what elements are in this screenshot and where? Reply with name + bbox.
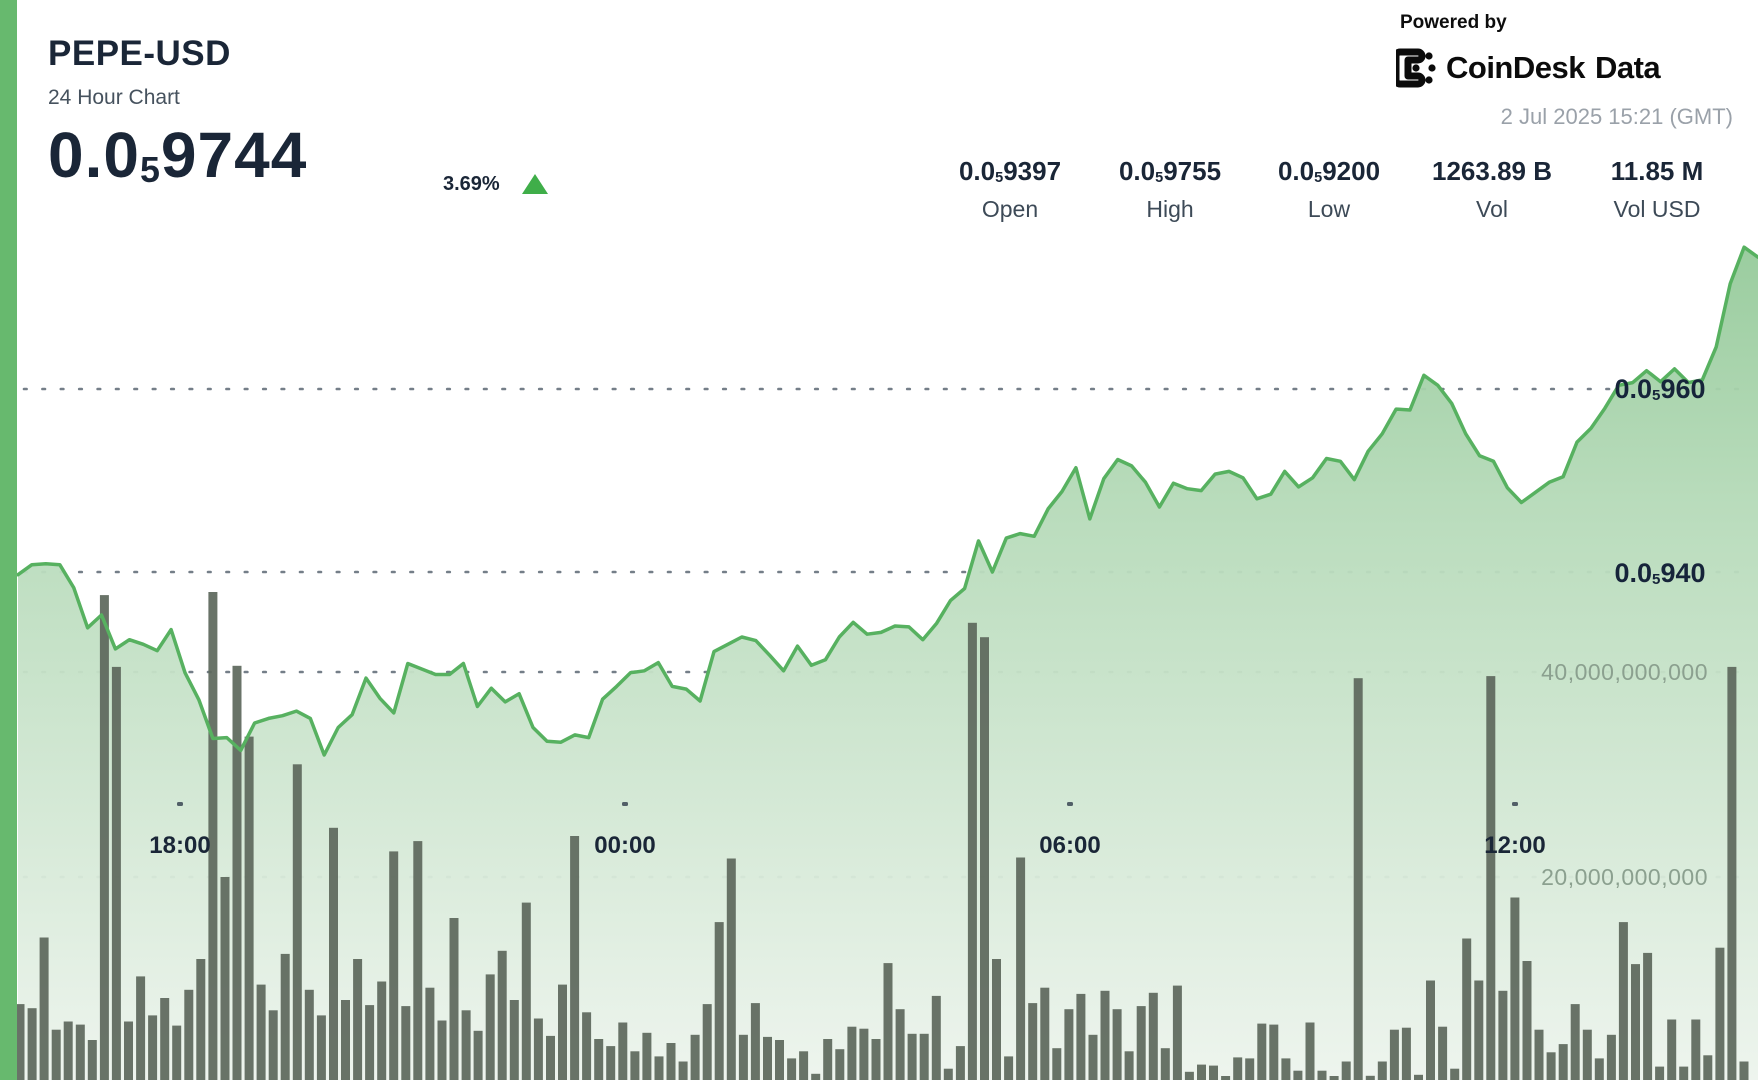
x-axis-time-label-06: 06:00 bbox=[1039, 832, 1101, 859]
current-price: 0.059744 bbox=[48, 118, 307, 192]
up-arrow-icon bbox=[522, 174, 548, 194]
stat-low: 0.059200 Low bbox=[1277, 156, 1381, 222]
x-axis-time-label-12: 12:00 bbox=[1484, 832, 1546, 859]
chart-subtitle: 24 Hour Chart bbox=[48, 86, 180, 109]
coindesk-data-logo[interactable]: CoinDesk Data bbox=[1396, 48, 1661, 88]
x-axis-time-label-18: 18:00 bbox=[149, 832, 211, 859]
powered-by-label: Powered by bbox=[1400, 12, 1507, 33]
y-axis-price-label-960: 0.05960 bbox=[1614, 374, 1706, 405]
y-axis-volume-label-40b: 40,000,000,000 bbox=[1541, 659, 1708, 685]
price-subscript: 5 bbox=[139, 150, 161, 191]
stat-vol-label: Vol bbox=[1476, 196, 1508, 222]
y-axis-price-label-940: 0.05940 bbox=[1614, 558, 1706, 589]
timestamp: 2 Jul 2025 15:21 (GMT) bbox=[1500, 104, 1733, 129]
x-axis-ticks bbox=[177, 802, 1518, 806]
stat-open: 0.059397 Open bbox=[958, 156, 1062, 222]
brand-name-data: Data bbox=[1594, 50, 1661, 85]
page-title-symbol: PEPE-USD bbox=[48, 34, 231, 73]
stat-high: 0.059755 High bbox=[1118, 156, 1222, 222]
brand-name-coindesk: CoinDesk bbox=[1446, 50, 1585, 85]
stat-high-label: High bbox=[1146, 196, 1194, 222]
coindesk-logo-icon bbox=[1396, 48, 1436, 88]
price-area-fill bbox=[18, 247, 1758, 1080]
price-line bbox=[16, 245, 1758, 757]
stat-vol: 1263.89 B Vol bbox=[1432, 156, 1552, 222]
x-axis-time-label-00: 00:00 bbox=[594, 832, 656, 859]
stat-vol-usd: 11.85 M Vol USD bbox=[1610, 156, 1704, 222]
price-digits: 9744 bbox=[160, 119, 308, 191]
stat-vol-usd-label: Vol USD bbox=[1613, 196, 1701, 222]
price-prefix: 0.0 bbox=[48, 119, 140, 191]
stat-low-label: Low bbox=[1307, 196, 1351, 222]
accent-bar bbox=[0, 0, 17, 1080]
volume-bars bbox=[15, 592, 1749, 1080]
y-axis-volume-label-20b: 20,000,000,000 bbox=[1541, 864, 1708, 890]
change-percent: 3.69% bbox=[443, 173, 500, 195]
stat-open-label: Open bbox=[981, 196, 1039, 222]
